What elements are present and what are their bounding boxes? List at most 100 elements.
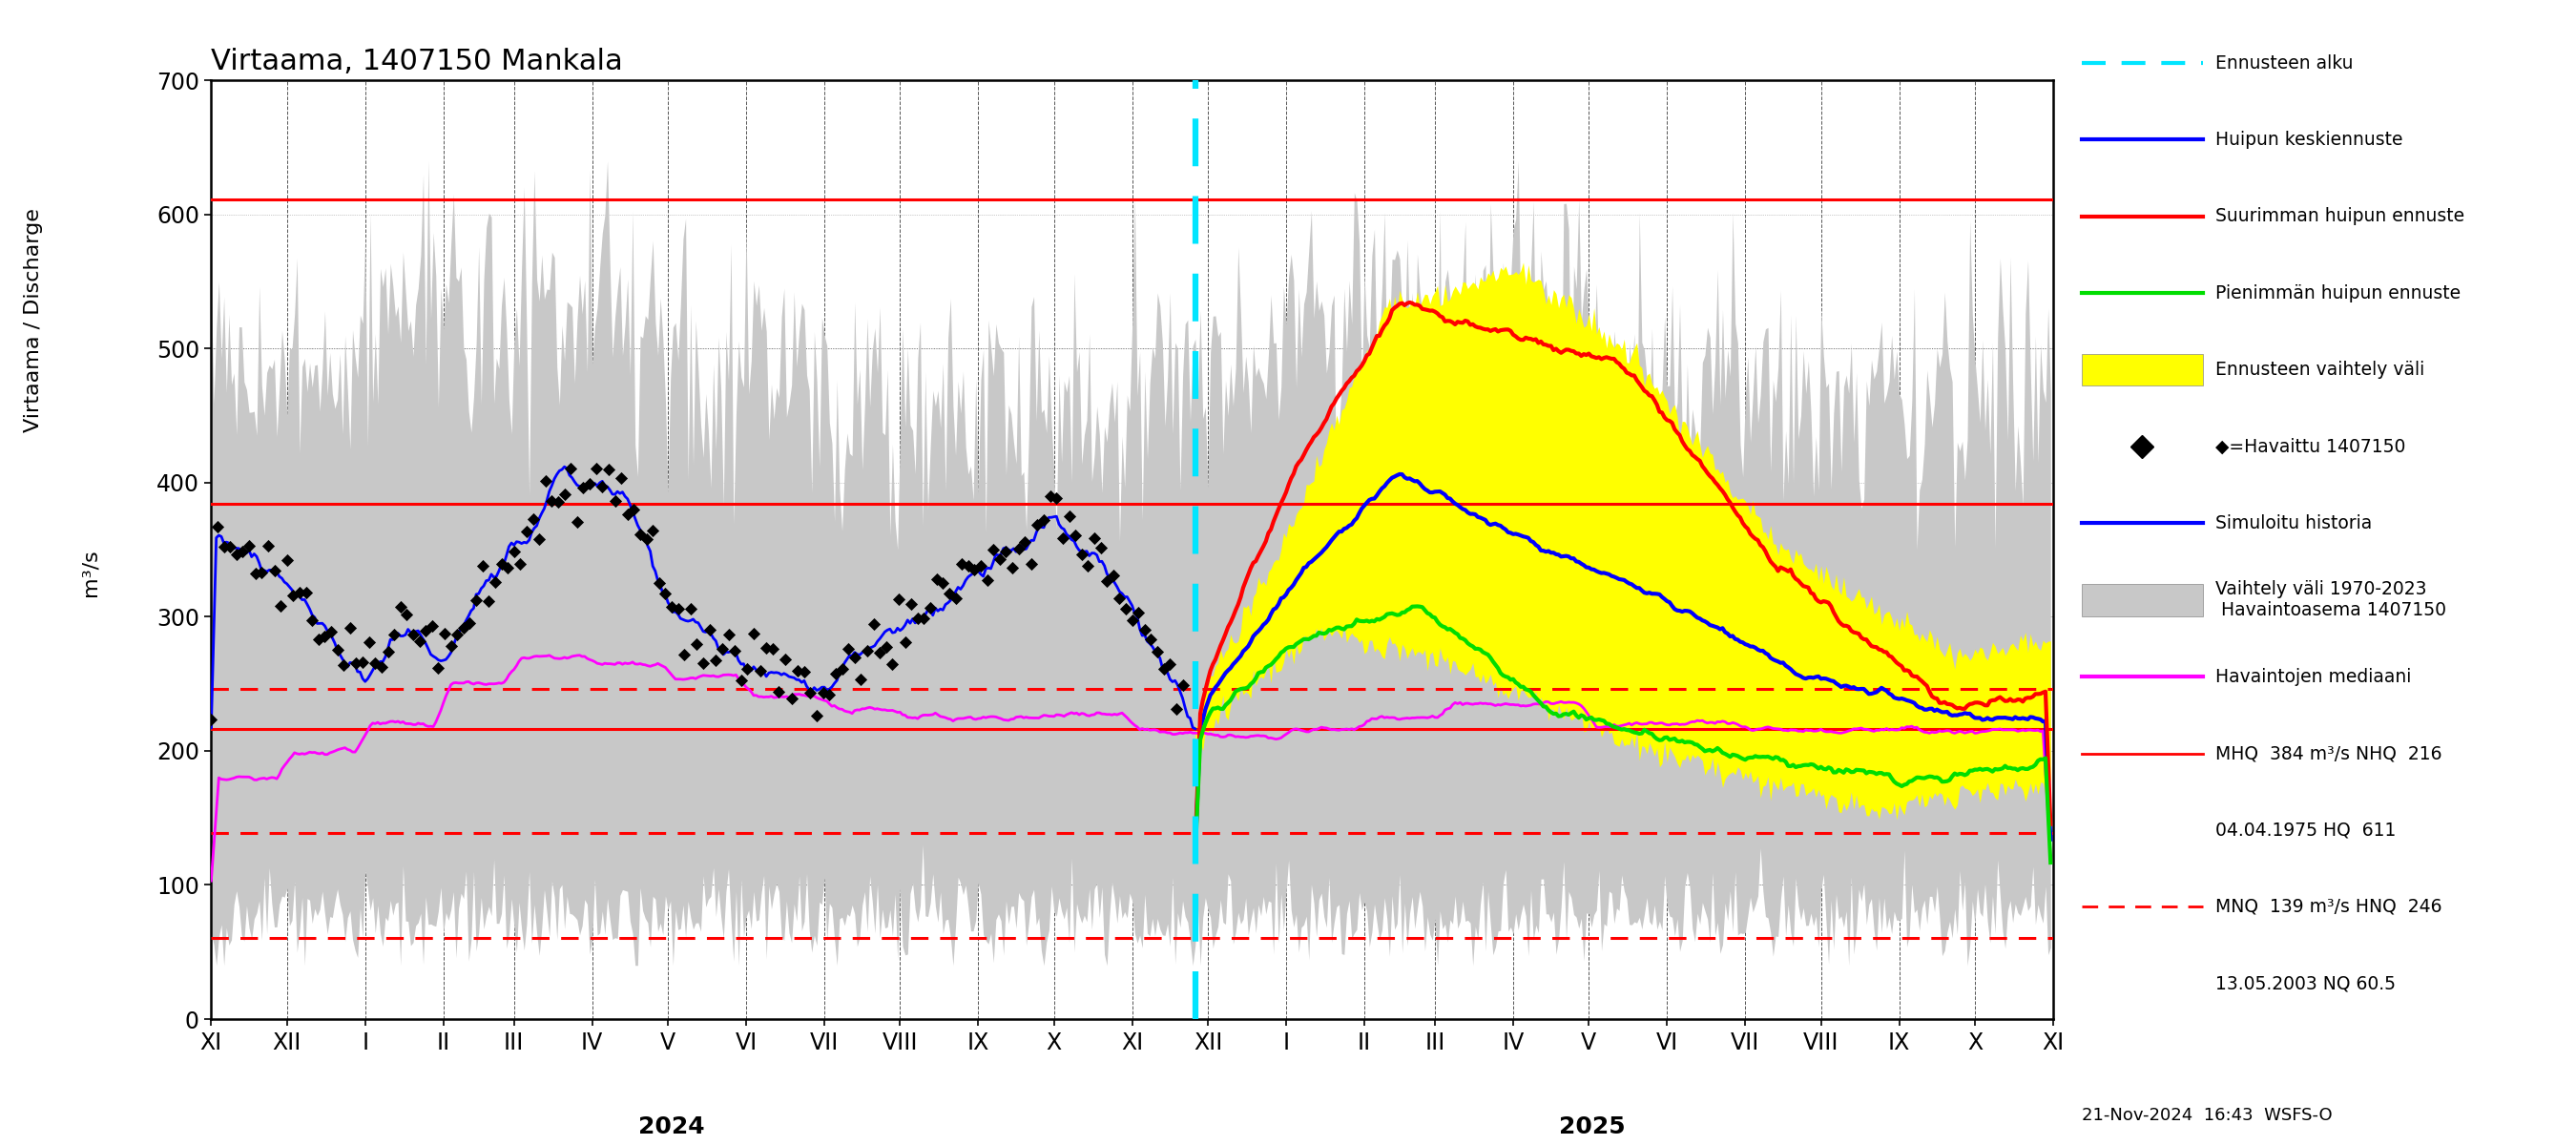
Point [1087,571,1128,590]
Point [196,518,237,536]
Point [683,654,724,672]
Point [569,475,611,493]
Point [979,550,1020,568]
Point [626,530,667,548]
Point [739,662,781,680]
Point [278,584,319,602]
Point [252,561,294,579]
Point [286,584,327,602]
Point [708,625,750,643]
Point [677,634,719,653]
Point [399,632,440,650]
Point [242,563,283,582]
Point [582,477,623,496]
Point [1157,700,1198,718]
Point [860,643,902,662]
Point [744,639,786,657]
Point [335,655,376,673]
Point [909,598,951,616]
Point [1054,527,1095,545]
Text: Havaintojen mediaani: Havaintojen mediaani [2215,668,2411,686]
Point [639,574,680,592]
Text: Ennusteen alku: Ennusteen alku [2215,54,2354,72]
Point [317,641,358,660]
Point [613,500,654,519]
Point [531,491,572,510]
Point [904,609,945,627]
Point [330,618,371,637]
Point [487,559,528,577]
Text: 21-Nov-2024  16:43  WSFS-O: 21-Nov-2024 16:43 WSFS-O [2081,1107,2331,1124]
Point [987,542,1028,560]
Point [896,609,938,627]
Point [765,650,806,669]
Point [961,556,1002,575]
Point [448,614,489,632]
Point [386,605,428,623]
Point [412,616,453,634]
Point [495,543,536,561]
Point [1018,515,1059,534]
Point [1074,529,1115,547]
Point [562,479,603,497]
Point [1023,511,1064,529]
Point [526,472,567,490]
Point [556,513,598,531]
Point [848,641,889,660]
Point [871,655,912,673]
Point [814,665,855,684]
Point [822,661,863,679]
Point [783,662,824,680]
Point [878,591,920,609]
Point [701,640,742,658]
Point [1030,487,1072,505]
Point [1066,556,1108,575]
Point [809,685,850,703]
Point [430,637,471,655]
Point [374,625,415,643]
Point [348,633,389,652]
Point [551,459,592,477]
Point [714,641,755,660]
Point [304,627,345,646]
Point [482,555,523,574]
Point [234,564,276,583]
Point [835,648,876,666]
Point [513,510,554,528]
Point [291,611,332,630]
Text: Pienimmän huipun ennuste: Pienimmän huipun ennuste [2215,284,2460,302]
Point [1118,603,1159,622]
Point [222,543,263,561]
Point [425,624,466,642]
Point [953,561,994,579]
Point [1144,660,1185,678]
Point [853,615,894,633]
Point [299,630,340,648]
Text: 04.04.1975 HQ  611: 04.04.1975 HQ 611 [2215,821,2396,839]
Point [757,682,799,701]
Point [600,468,641,487]
Point [840,670,881,688]
Point [917,570,958,589]
Point [312,622,353,640]
Point [1136,642,1177,661]
Point [804,684,845,702]
Text: Virtaama, 1407150 Mankala: Virtaama, 1407150 Mankala [211,48,623,76]
Point [1105,600,1146,618]
Point [1079,539,1121,558]
Point [884,633,925,652]
Point [417,660,459,678]
Point [721,671,762,689]
Point [935,590,976,608]
Point [796,706,837,725]
Text: Ennusteen vaihtelу väli: Ennusteen vaihtelу väli [2215,361,2424,379]
Point [1036,489,1077,507]
Point [456,591,497,609]
Point [966,571,1007,590]
Point [657,600,698,618]
Point [404,622,446,640]
Text: 2024: 2024 [639,1115,706,1138]
Point [1162,676,1203,694]
Point [670,599,711,617]
Point [778,662,819,680]
